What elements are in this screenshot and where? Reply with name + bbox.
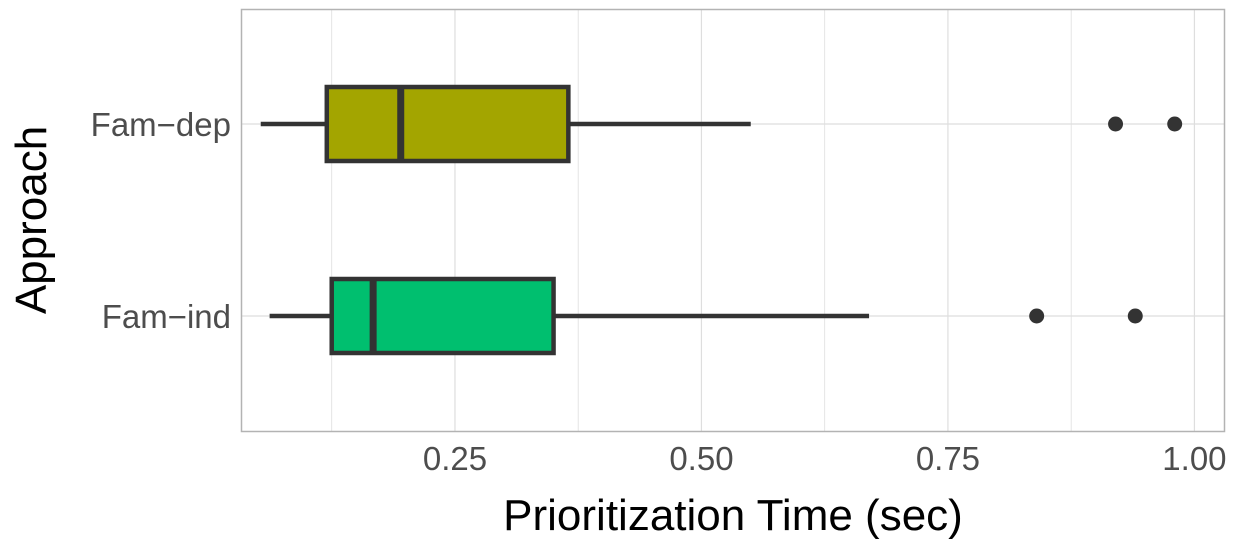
grid-lines <box>242 10 1224 431</box>
y-tick-label: Fam−ind <box>102 298 231 335</box>
y-axis-title: Approach <box>7 126 56 314</box>
y-tick-labels: Fam−dep Fam−ind <box>91 106 231 335</box>
iqr-box <box>329 276 556 356</box>
box-group <box>260 84 1183 164</box>
x-tick-label: 0.50 <box>669 440 733 477</box>
y-tick-label: Fam−dep <box>91 106 231 143</box>
outlier-point <box>1167 116 1183 132</box>
x-tick-label: 0.75 <box>916 440 980 477</box>
x-tick-label: 1.00 <box>1162 440 1226 477</box>
panel-border <box>240 8 1226 433</box>
outlier-point <box>1029 308 1045 324</box>
iqr-box <box>324 84 571 164</box>
outlier-point <box>1108 116 1124 132</box>
x-tick-labels: 0.25 0.50 0.75 1.00 <box>423 440 1227 477</box>
outlier-point <box>1127 308 1143 324</box>
box-group <box>269 276 1143 356</box>
x-axis-title: Prioritization Time (sec) <box>503 491 963 540</box>
box-layer <box>260 84 1183 356</box>
x-tick-label: 0.25 <box>423 440 487 477</box>
